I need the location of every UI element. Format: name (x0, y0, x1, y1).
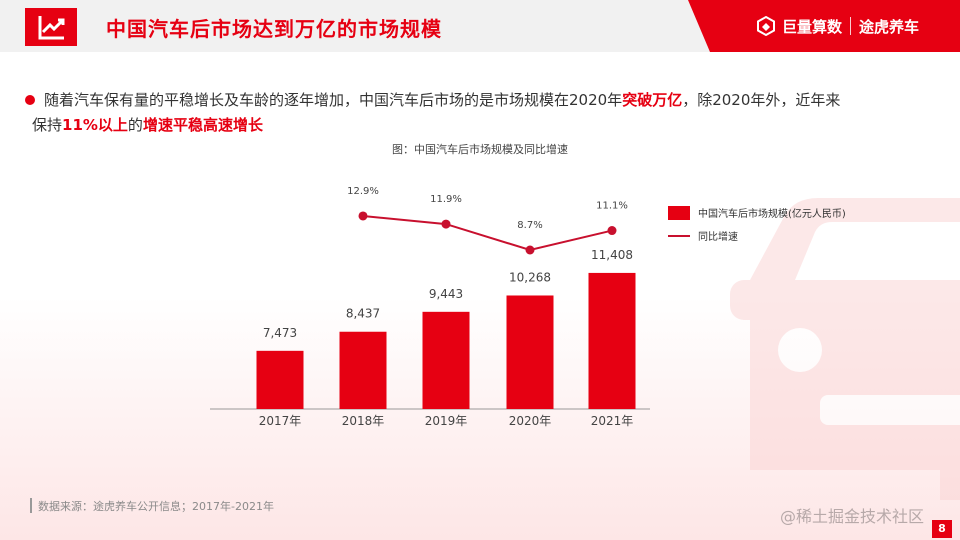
bar-value-label: 9,443 (429, 287, 463, 301)
growth-rate-point (607, 226, 617, 236)
logo-banner (688, 0, 960, 52)
bar-value-label: 10,268 (509, 270, 551, 284)
growth-rate-line (362, 214, 613, 252)
trend-chart-icon (25, 8, 77, 46)
growth-rate-label: 11.9% (430, 194, 462, 205)
bar-2021年 (588, 272, 636, 409)
growth-rate-point (441, 219, 451, 229)
legend-line: 同比增速 (668, 228, 738, 243)
legend-bar-swatch (668, 205, 690, 220)
summary-highlight-2: 11%以上 (62, 116, 128, 134)
source-divider (30, 498, 32, 513)
legend-bar-label: 中国汽车后市场规模(亿元人民币) (698, 209, 846, 220)
summary-text-2-mid: 的 (127, 116, 143, 134)
brand-logo-icon (757, 16, 775, 36)
growth-rate-point (358, 211, 368, 221)
legend-line-label: 同比增速 (698, 232, 738, 243)
growth-rate-label: 8.7% (517, 220, 542, 231)
brand-juliang: 巨量算数 (782, 17, 843, 36)
summary-line-1: 随着汽车保有量的平稳增长及车龄的逐年增加，中国汽车后市场的是市场规模在2020年… (44, 88, 924, 112)
x-tick-label: 2019年 (425, 414, 468, 428)
page-title: 中国汽车后市场达到万亿的市场规模 (106, 17, 442, 41)
logo-divider (850, 17, 852, 35)
growth-rate-label: 11.1% (596, 201, 628, 212)
bar-2018年 (339, 331, 387, 409)
summary-highlight-1: 突破万亿 (622, 91, 683, 109)
brand-logos: 巨量算数 途虎养车 (756, 14, 919, 38)
chart-title: 图：中国汽车后市场规模及同比增速 (392, 143, 568, 156)
watermark: @稀土掘金技术社区 (780, 507, 925, 526)
legend-bar: 中国汽车后市场规模(亿元人民币) (668, 205, 846, 220)
summary-highlight-3: 增速平稳高速增长 (142, 116, 263, 134)
bar-value-label: 8,437 (346, 307, 380, 321)
summary-text-2: 保持 (32, 116, 63, 134)
bar-value-label: 7,473 (263, 326, 297, 340)
bar-value-label: 11,408 (591, 248, 633, 262)
bar-2019年 (422, 311, 470, 409)
x-tick-label: 2020年 (509, 414, 552, 428)
bar-2017年 (256, 350, 304, 409)
bar-2020年 (506, 295, 554, 409)
page-number: 8 (932, 520, 952, 538)
x-tick-label: 2021年 (591, 414, 634, 428)
legend-line-swatch (668, 234, 690, 237)
summary-text-1-tail: ，除2020年外，近年来 (682, 91, 841, 109)
growth-rate-point (525, 245, 535, 255)
summary-text-1: 随着汽车保有量的平稳增长及车龄的逐年增加，中国汽车后市场的是市场规模在2020年 (44, 91, 623, 109)
x-tick-label: 2017年 (259, 414, 302, 428)
x-tick-label: 2018年 (342, 414, 385, 428)
growth-rate-label: 12.9% (347, 186, 379, 197)
car-silhouette-icon (730, 198, 960, 500)
summary-line-2: 保持11%以上的增速平稳高速增长 (32, 113, 263, 137)
brand-tuhu: 途虎养车 (859, 17, 920, 36)
data-source: 数据来源：途虎养车公开信息；2017年-2021年 (38, 500, 274, 513)
bullet-dot-icon (25, 95, 35, 105)
